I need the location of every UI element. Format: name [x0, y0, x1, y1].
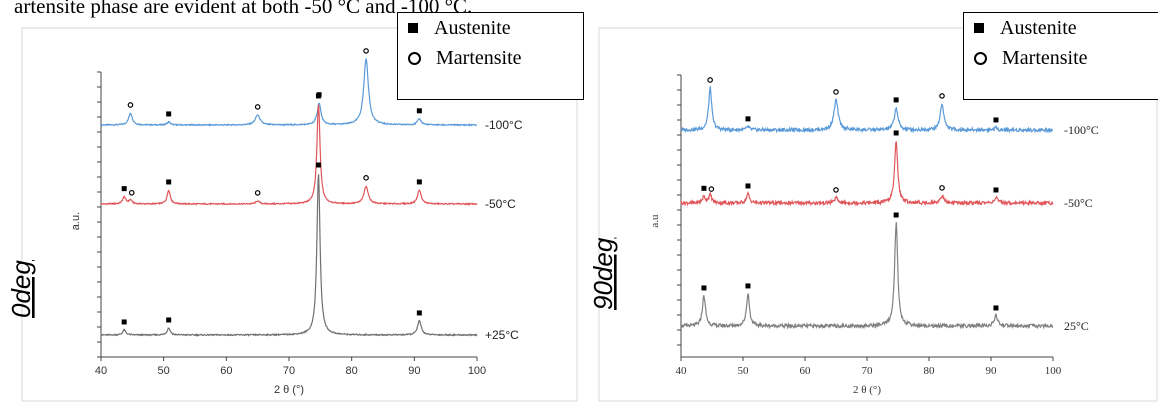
panel-label: 90deg	[588, 237, 618, 310]
x-tick-label: 80	[346, 365, 358, 377]
martensite-marker	[364, 49, 368, 53]
xrd-chart-90deg: 40 50 60 70 80 90 100 2 θ (°) a.u 90deg -100°C -50°…	[586, 0, 1158, 402]
legend-row-martensite: Martensite	[964, 43, 1158, 73]
martensite-circle-icon	[408, 52, 421, 65]
legend-row-austenite: Austenite	[964, 13, 1158, 43]
martensite-marker	[940, 186, 944, 190]
x-tick-label: 70	[283, 365, 295, 377]
austenite-marker	[894, 212, 899, 217]
martensite-marker	[708, 78, 712, 82]
martensite-marker	[834, 188, 838, 192]
x-tick-label: 50	[738, 365, 750, 377]
series-label: 25°C	[1064, 319, 1089, 333]
austenite-marker	[745, 283, 750, 288]
legend-label-austenite: Austenite	[1000, 17, 1077, 40]
x-tick-label: 50	[158, 365, 170, 377]
series-label: -100°C	[1064, 123, 1099, 137]
austenite-marker	[701, 285, 706, 290]
y-axis-label: a.u.	[70, 212, 82, 230]
austenite-marker	[894, 97, 899, 102]
xrd-chart-0deg: 40 50 60 70 80 90 100 2 θ (°) a.u. 0deg -100°C -50°…	[0, 0, 578, 402]
legend-label-austenite: Austenite	[434, 17, 511, 40]
x-tick-label: 60	[220, 365, 232, 377]
austenite-marker	[316, 162, 321, 167]
x-tick-label: 80	[924, 365, 936, 377]
austenite-marker	[894, 130, 899, 135]
martensite-marker	[255, 105, 259, 109]
legend-row-martensite: Martensite	[398, 43, 583, 73]
martensite-marker	[364, 176, 368, 180]
austenite-marker	[166, 317, 171, 322]
austenite-square-icon	[408, 23, 418, 33]
legend-label-martensite: Martensite	[1002, 47, 1088, 70]
austenite-marker	[993, 187, 998, 192]
austenite-marker	[745, 183, 750, 188]
y-axis-label: a.u	[649, 214, 661, 228]
legend-0deg: Austenite Martensite	[397, 12, 584, 100]
austenite-marker	[166, 111, 171, 116]
austenite-marker	[993, 117, 998, 122]
austenite-marker	[417, 108, 422, 113]
martensite-marker	[709, 187, 713, 191]
austenite-marker	[701, 186, 706, 191]
series-line-25°C	[681, 222, 1053, 328]
austenite-marker	[993, 305, 998, 310]
x-tick-label: 90	[408, 365, 420, 377]
martensite-circle-icon	[974, 52, 987, 65]
x-tick-label: 40	[95, 365, 107, 377]
austenite-marker	[316, 93, 321, 98]
series-line--50°C	[681, 142, 1053, 205]
martensite-marker	[128, 103, 132, 107]
martensite-marker	[834, 90, 838, 94]
series-label: -100°C	[485, 118, 523, 132]
series-label: -50°C	[1064, 196, 1093, 210]
austenite-marker	[166, 179, 171, 184]
martensite-marker	[940, 94, 944, 98]
austenite-marker	[122, 186, 127, 191]
austenite-marker	[417, 310, 422, 315]
martensite-marker	[255, 191, 259, 195]
legend-90deg: Austenite Martensite	[963, 12, 1158, 100]
martensite-marker	[130, 191, 134, 195]
austenite-marker	[122, 319, 127, 324]
legend-label-martensite: Martensite	[436, 47, 522, 70]
series-label: +25°C	[485, 328, 519, 342]
austenite-square-icon	[974, 23, 984, 33]
austenite-marker	[745, 116, 750, 121]
austenite-marker	[417, 179, 422, 184]
x-axis-label: 2 θ (°)	[853, 384, 881, 396]
series-label: -50°C	[485, 197, 516, 211]
x-tick-label: 40	[676, 365, 688, 377]
x-tick-label: 100	[1045, 365, 1062, 377]
x-tick-label: 60	[800, 365, 812, 377]
legend-row-austenite: Austenite	[398, 13, 583, 43]
panel-label: 0deg	[6, 260, 36, 318]
x-tick-label: 70	[862, 365, 874, 377]
x-tick-label: 90	[986, 365, 998, 377]
x-tick-label: 100	[468, 365, 486, 377]
x-axis-label: 2 θ (°)	[274, 384, 304, 396]
